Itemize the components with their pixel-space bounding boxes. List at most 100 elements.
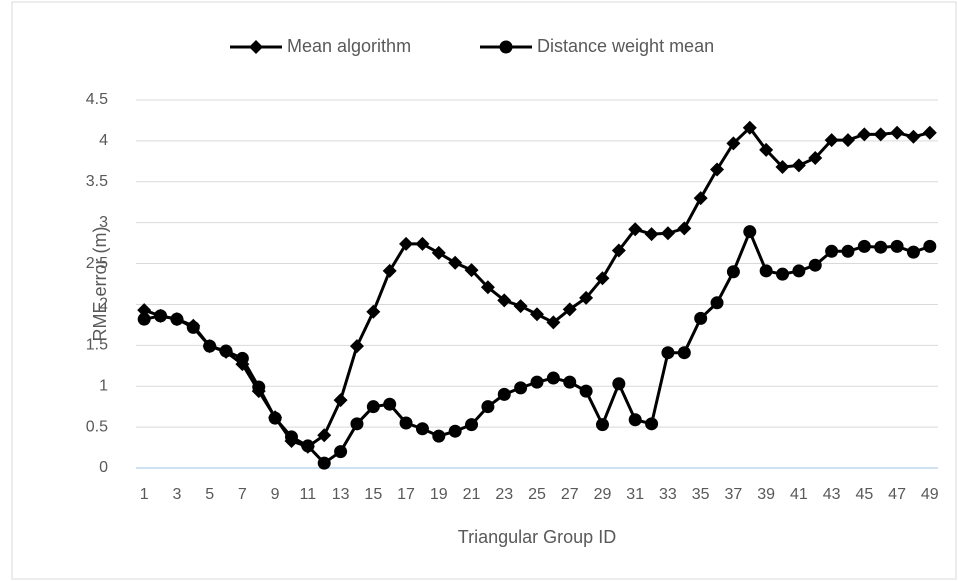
x-tick-label: 45 <box>855 486 873 503</box>
marker <box>366 304 381 319</box>
marker <box>906 245 920 259</box>
y-tick-label: 0.5 <box>86 418 108 435</box>
marker <box>776 267 790 281</box>
marker <box>499 40 513 54</box>
marker <box>448 424 462 438</box>
marker <box>628 413 642 427</box>
marker <box>249 40 263 54</box>
marker <box>366 400 380 414</box>
x-tick-label: 41 <box>790 486 808 503</box>
x-tick-label: 3 <box>172 486 181 503</box>
x-tick-label: 1 <box>140 486 149 503</box>
x-tick-label: 47 <box>888 486 906 503</box>
marker <box>660 226 675 241</box>
marker <box>759 264 773 278</box>
y-tick-label: 2.5 <box>86 255 108 272</box>
marker <box>759 142 774 157</box>
marker <box>890 239 904 253</box>
marker <box>383 397 397 411</box>
marker <box>546 315 561 330</box>
marker <box>137 312 151 326</box>
marker <box>595 271 610 286</box>
y-tick-label: 1.5 <box>86 337 108 354</box>
x-tick-label: 49 <box>921 486 939 503</box>
x-tick-label: 15 <box>364 486 382 503</box>
marker <box>693 191 708 206</box>
y-tick-label: 3 <box>99 214 108 231</box>
marker <box>317 428 332 443</box>
marker <box>645 417 659 431</box>
marker <box>284 430 298 444</box>
marker <box>562 302 577 317</box>
x-tick-label: 7 <box>238 486 247 503</box>
marker <box>857 239 871 253</box>
marker <box>497 387 511 401</box>
marker <box>334 445 348 459</box>
y-axis-title: RME error (m) <box>90 227 110 342</box>
x-tick-label: 9 <box>271 486 280 503</box>
marker <box>923 239 937 253</box>
marker <box>628 222 643 237</box>
marker <box>808 258 822 272</box>
marker <box>775 160 790 175</box>
marker <box>415 422 429 436</box>
y-tick-label: 1 <box>99 377 108 394</box>
marker <box>612 377 626 391</box>
marker <box>399 236 414 251</box>
marker <box>906 129 921 144</box>
marker <box>743 225 757 239</box>
marker <box>874 240 888 254</box>
marker <box>252 380 266 394</box>
marker <box>742 120 757 135</box>
marker <box>857 127 872 142</box>
x-tick-label: 23 <box>495 486 513 503</box>
x-tick-label: 19 <box>430 486 448 503</box>
x-tick-label: 11 <box>300 486 317 503</box>
marker <box>333 393 348 408</box>
y-tick-label: 4.5 <box>86 91 108 108</box>
marker <box>792 264 806 278</box>
marker <box>791 158 806 173</box>
x-tick-label: 31 <box>626 486 644 503</box>
marker <box>825 244 839 258</box>
marker <box>154 309 168 323</box>
marker <box>350 417 364 431</box>
marker <box>563 375 577 389</box>
x-tick-label: 17 <box>397 486 415 503</box>
marker <box>170 312 184 326</box>
x-tick-label: 29 <box>594 486 612 503</box>
y-tick-label: 2 <box>99 296 108 313</box>
x-tick-label: 37 <box>725 486 743 503</box>
marker <box>694 311 708 325</box>
x-tick-label: 33 <box>659 486 677 503</box>
marker <box>382 263 397 278</box>
marker <box>726 136 741 151</box>
marker <box>890 125 905 140</box>
y-tick-label: 4 <box>99 132 108 149</box>
marker <box>611 243 626 258</box>
marker <box>530 307 544 322</box>
legend-label: Mean algorithm <box>287 36 411 56</box>
marker <box>579 290 594 305</box>
x-tick-label: 27 <box>561 486 579 503</box>
y-tick-label: 3.5 <box>86 173 108 190</box>
marker <box>530 375 544 389</box>
marker <box>841 244 855 258</box>
marker <box>480 280 495 295</box>
marker <box>464 263 479 278</box>
marker <box>317 456 331 470</box>
x-axis-title: Triangular Group ID <box>458 527 616 547</box>
marker <box>448 255 463 270</box>
marker <box>546 371 560 385</box>
marker <box>579 384 593 398</box>
legend-label: Distance weight mean <box>537 36 714 56</box>
marker <box>431 245 446 260</box>
marker <box>514 381 528 395</box>
marker <box>710 162 725 177</box>
marker <box>873 127 888 142</box>
marker <box>710 296 724 310</box>
marker <box>661 346 675 360</box>
y-tick-label: 0 <box>99 459 108 476</box>
marker <box>677 221 692 236</box>
